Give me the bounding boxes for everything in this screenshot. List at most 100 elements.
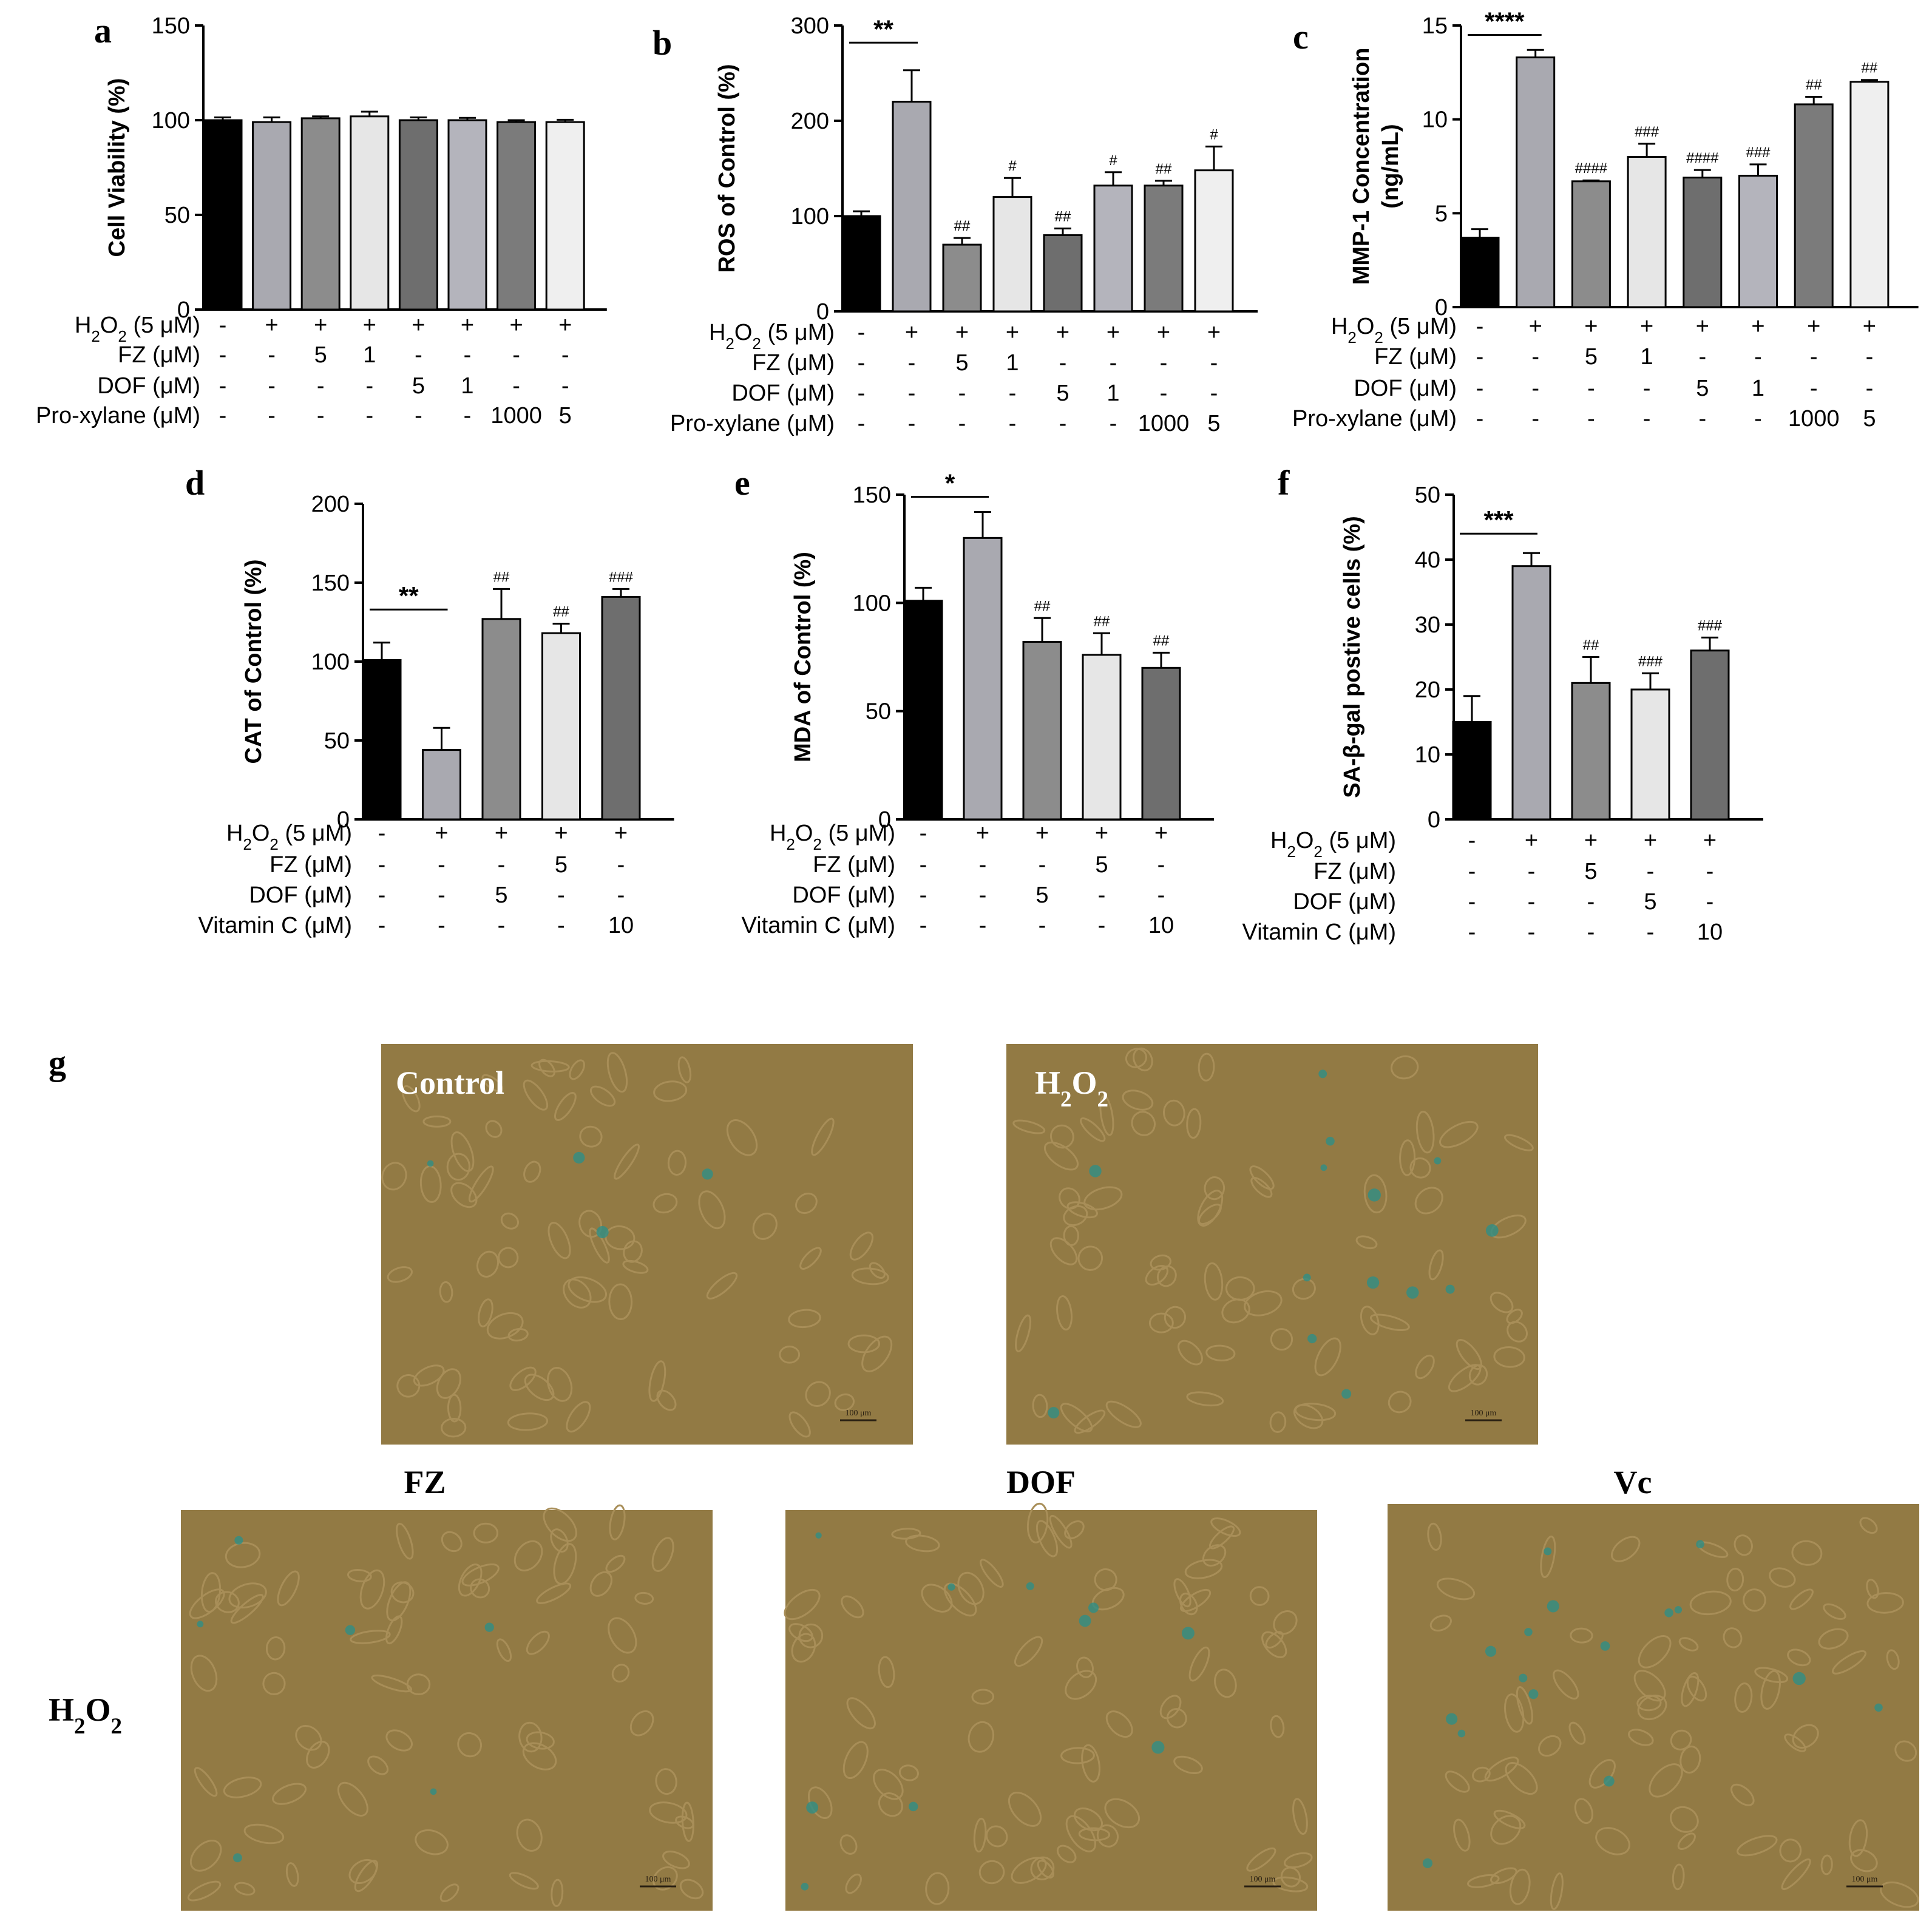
bar <box>1452 721 1492 821</box>
cell <box>1166 1708 1187 1729</box>
bar-annotation: ## <box>1034 598 1051 614</box>
cell <box>652 1193 678 1214</box>
cell <box>1035 1520 1059 1557</box>
cell <box>980 1559 1004 1588</box>
cell <box>1490 1867 1517 1885</box>
stained-cell <box>1664 1608 1673 1618</box>
y-tick-label: 0 <box>816 299 829 325</box>
cell <box>1150 1254 1171 1271</box>
treatment-value: + <box>363 313 376 338</box>
stained-cell <box>1457 1729 1466 1738</box>
cell <box>396 1522 414 1560</box>
treatment-label: Vitamin C (μM) <box>1242 920 1396 945</box>
treatment-value: - <box>1160 350 1168 376</box>
cell <box>925 1872 950 1905</box>
treatment-value: - <box>378 913 386 938</box>
cell <box>1270 1715 1285 1738</box>
bar-annotation: ### <box>1638 653 1663 669</box>
bar-annotation: ## <box>1583 637 1599 654</box>
bar-annotation: ## <box>1094 613 1110 629</box>
bar-annotation: ### <box>609 569 634 585</box>
treatment-value: - <box>464 342 472 368</box>
cell <box>667 1150 687 1176</box>
cell <box>1205 1344 1236 1362</box>
cell <box>523 1079 549 1111</box>
bar <box>1683 177 1723 308</box>
cell <box>524 1374 555 1401</box>
cell <box>681 1801 694 1842</box>
cell <box>189 1840 222 1872</box>
treatment-value: - <box>365 373 373 399</box>
bar <box>601 595 641 821</box>
cell <box>1506 1309 1523 1324</box>
cell <box>554 1092 577 1121</box>
y-tick-label: 30 <box>1415 612 1440 638</box>
treatment-value: - <box>561 342 569 368</box>
bar-annotation: ### <box>1746 144 1771 161</box>
cell <box>1504 1693 1525 1733</box>
treatment-value: + <box>1006 320 1019 345</box>
treatment-value: - <box>617 883 625 908</box>
bar <box>892 101 932 313</box>
treatment-value: - <box>920 821 927 846</box>
cell <box>457 1732 483 1758</box>
cell <box>1754 1667 1789 1684</box>
bar <box>398 119 438 311</box>
stained-cell <box>1603 1775 1615 1787</box>
cell <box>550 1528 569 1553</box>
treatment-value: - <box>464 403 472 429</box>
cell <box>579 1125 603 1148</box>
cell <box>1823 1603 1846 1620</box>
cell <box>1540 1536 1556 1579</box>
treatment-value: + <box>554 821 568 846</box>
cell <box>1059 1187 1080 1210</box>
cell <box>578 1210 603 1238</box>
treatment-value: 5 <box>559 403 572 429</box>
bar <box>1849 81 1890 308</box>
bar-annotation: ## <box>1862 60 1878 76</box>
treatment-label: FZ (μM) <box>269 852 352 878</box>
treatment-value: - <box>378 883 386 908</box>
cell <box>1490 1815 1522 1845</box>
treatment-value: 5 <box>412 373 425 399</box>
cell <box>1184 1559 1223 1579</box>
cell <box>795 1193 818 1215</box>
cell <box>1180 1588 1212 1612</box>
treatment-value: 5 <box>1207 411 1220 436</box>
bar <box>903 600 943 821</box>
stained-cell <box>197 1621 204 1628</box>
stained-cell <box>427 1160 434 1167</box>
treatment-label: DOF (μM) <box>97 373 200 399</box>
cell <box>943 1582 977 1617</box>
cell <box>1649 1763 1683 1798</box>
cell <box>1265 1631 1284 1649</box>
bar-annotation: # <box>1008 158 1017 174</box>
treatment-value: 5 <box>1035 883 1048 908</box>
treatment-label: H2O2 (5 μM) <box>226 821 352 853</box>
cell <box>878 1656 895 1689</box>
cell <box>1043 1141 1079 1171</box>
treatment-value: + <box>1154 821 1168 846</box>
cell <box>622 1259 649 1274</box>
bar <box>447 119 487 311</box>
treatment-value: - <box>1706 889 1714 915</box>
treatment-value: - <box>979 913 987 938</box>
cell <box>798 1623 824 1648</box>
treatment-value: 5 <box>955 350 968 376</box>
cell <box>1390 1055 1419 1080</box>
treatment-value: - <box>1587 920 1595 945</box>
micrograph-background <box>1006 1044 1538 1445</box>
col-label-dof: DOF <box>1006 1464 1076 1500</box>
treatment-value: + <box>1863 314 1876 339</box>
cell <box>436 1368 461 1399</box>
treatment-value: - <box>1158 883 1165 908</box>
cell <box>1467 1874 1500 1888</box>
treatment-value: - <box>1476 376 1484 401</box>
cell <box>655 1768 677 1795</box>
treatment-value: 5 <box>314 342 327 368</box>
stained-cell <box>1445 1284 1455 1294</box>
bar <box>545 121 585 311</box>
